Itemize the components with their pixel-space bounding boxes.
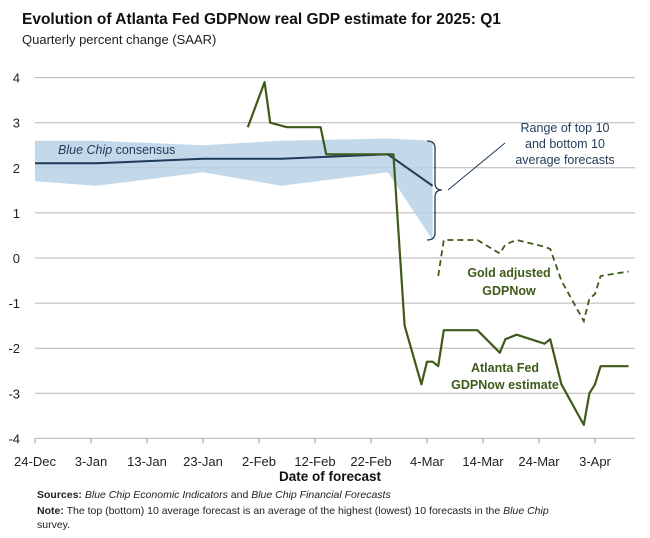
gdpnow-label-1: Atlanta Fed [471, 361, 539, 375]
chart-subtitle: Quarterly percent change (SAAR) [22, 32, 216, 47]
atlanta-fed-gdpnow-line [246, 80, 629, 426]
plot-area [35, 80, 629, 426]
blue-chip-consensus-line [35, 153, 434, 187]
gold-adjusted-gdpnow-line [437, 239, 629, 324]
y-tick-label: -4 [8, 431, 20, 446]
footnote-continued: survey. [37, 519, 70, 531]
y-tick-label: -1 [8, 296, 20, 311]
y-tick-label: 0 [13, 251, 20, 266]
top-bottom-10-range-band [35, 138, 433, 240]
sources-note: Sources: Blue Chip Economic Indicators a… [37, 489, 391, 501]
x-tick-label: 22-Feb [350, 454, 391, 469]
y-tick-label: 2 [13, 161, 20, 176]
x-tick-label: 3-Jan [75, 454, 108, 469]
range-leader-line [447, 142, 506, 191]
x-tick-label: 2-Feb [242, 454, 276, 469]
x-tick-label: 24-Mar [518, 454, 560, 469]
x-axis: 24-Dec 3-Jan 13-Jan 23-Jan 2-Feb 12-Feb 22-Feb… [14, 438, 612, 469]
gold-label-2: GDPNow [482, 284, 536, 298]
x-tick-label: 3-Apr [579, 454, 611, 469]
x-tick-label: 14-Mar [462, 454, 504, 469]
gdpnow-label-2: GDPNow estimate [451, 378, 559, 392]
gold-label-1: Gold adjusted [467, 266, 550, 280]
range-label-1: Range of top 10 [521, 121, 610, 135]
y-tick-label: 4 [13, 71, 20, 86]
footnote: Note: The top (bottom) 10 average foreca… [37, 505, 549, 517]
x-tick-label: 4-Mar [410, 454, 445, 469]
consensus-label-rest: consensus [112, 143, 175, 157]
consensus-label-italic: Blue Chip [58, 143, 112, 157]
x-tick-label: 23-Jan [183, 454, 223, 469]
y-tick-label: -3 [8, 386, 20, 401]
consensus-label: Blue Chip consensus [58, 143, 175, 157]
y-axis: 4 3 2 1 0 -1 -2 -3 -4 [8, 71, 20, 447]
range-label-2: and bottom 10 [525, 137, 605, 151]
y-tick-label: 3 [13, 116, 20, 131]
chart-title: Evolution of Atlanta Fed GDPNow real GDP… [22, 11, 501, 28]
range-label-3: average forecasts [515, 153, 614, 167]
y-tick-label: -2 [8, 341, 20, 356]
x-tick-label: 12-Feb [294, 454, 335, 469]
x-tick-label: 24-Dec [14, 454, 56, 469]
y-tick-label: 1 [13, 206, 20, 221]
x-axis-label: Date of forecast [279, 469, 382, 484]
x-tick-label: 13-Jan [127, 454, 167, 469]
range-brace [426, 140, 443, 241]
